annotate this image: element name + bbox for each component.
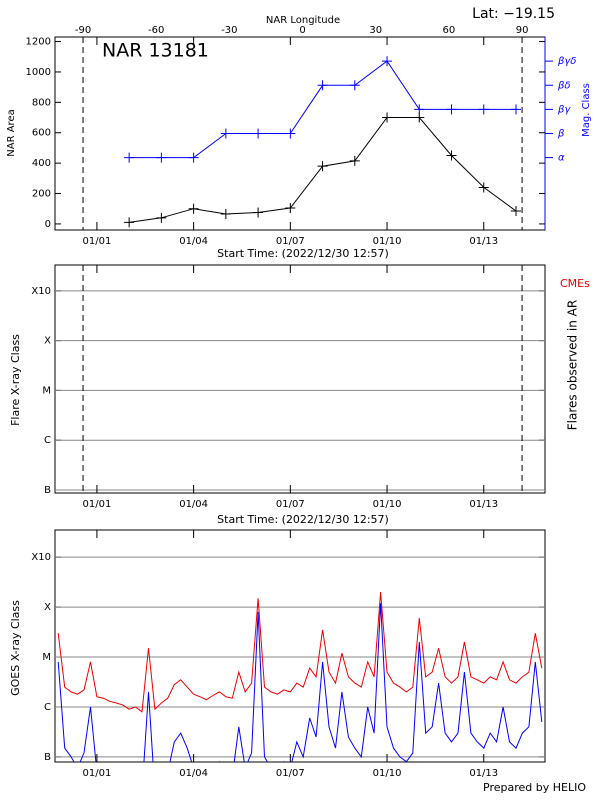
point-marker (510, 206, 521, 217)
point-marker (285, 202, 296, 213)
x-tick-label: 01/13 (469, 499, 498, 510)
y-tick-label: 200 (32, 189, 51, 200)
point-marker (188, 152, 199, 163)
y2-axis-title: Flares observed in AR (566, 300, 580, 430)
point-marker (220, 209, 231, 220)
point-marker (156, 212, 167, 223)
point-marker (124, 217, 135, 228)
point-marker (124, 152, 135, 163)
point-marker (446, 104, 457, 115)
plot-frame (54, 36, 546, 231)
x-tick-label: 01/01 (82, 499, 111, 510)
point-marker (446, 150, 457, 161)
plot-frame (54, 529, 546, 763)
x-tick-label: 01/07 (276, 499, 305, 510)
x-tick-label: 01/10 (373, 236, 402, 247)
x2-tick-label: -30 (221, 25, 237, 36)
y-tick-label: 800 (32, 97, 51, 108)
x-tick-label: 01/07 (276, 768, 305, 779)
y-tick-label: C (44, 435, 51, 446)
x-tick-label: 01/01 (82, 236, 111, 247)
x2-tick-label: -60 (148, 25, 164, 36)
x-axis-title: Start Time: (2022/12/30 12:57) (217, 247, 389, 260)
x2-axis-title: NAR Longitude (266, 15, 340, 26)
point-marker (414, 104, 425, 115)
x-tick-label: 01/04 (179, 499, 208, 510)
latitude: Lat: −19.15 (472, 6, 555, 22)
point-marker (156, 152, 167, 163)
point-marker (478, 104, 489, 115)
point-marker (510, 104, 521, 115)
x-tick-label: 01/01 (82, 768, 111, 779)
x-tick-label: 01/13 (469, 236, 498, 247)
point-marker (317, 161, 328, 172)
point-marker (478, 182, 489, 193)
x2-tick-label: 90 (516, 25, 529, 36)
x2-tick-label: -90 (75, 25, 91, 36)
point-marker (188, 203, 199, 214)
plot-frame (54, 264, 546, 494)
cme-label: CMEs (560, 277, 590, 290)
series-line (57, 592, 543, 713)
y-tick-label: 400 (32, 158, 51, 169)
y-tick-label: 1000 (26, 67, 51, 78)
point-marker (253, 128, 264, 139)
x-tick-label: 01/04 (179, 236, 208, 247)
x-tick-label: 01/13 (469, 768, 498, 779)
y-tick-label: M (42, 652, 51, 663)
point-marker (349, 80, 360, 91)
footer: Prepared by HELIO (483, 781, 586, 794)
point-marker (253, 207, 264, 218)
y-tick-label: 600 (32, 128, 51, 139)
point-marker (317, 80, 328, 91)
y2-tick-label: βγ (557, 104, 571, 115)
series-line (129, 60, 516, 159)
x-tick-label: 01/10 (373, 768, 402, 779)
y2-axis-title: Mag. Class (581, 83, 592, 137)
series-line (57, 603, 543, 762)
point-marker (349, 155, 360, 166)
point-marker (382, 112, 393, 123)
y-tick-label: X (44, 336, 51, 347)
y2-tick-label: βδ (557, 80, 571, 91)
y-tick-label: C (44, 702, 51, 713)
x-tick-label: 01/10 (373, 499, 402, 510)
y-tick-label: 0 (45, 219, 51, 230)
y2-tick-label: α (558, 153, 565, 164)
plot-area (124, 56, 521, 228)
point-marker (285, 128, 296, 139)
y-tick-label: B (44, 485, 51, 496)
y-tick-label: M (42, 385, 51, 396)
y-tick-label: X10 (31, 552, 51, 563)
y-axis-title: GOES X-ray Class (9, 600, 22, 696)
x2-tick-label: 0 (299, 25, 305, 36)
y-axis-title: Flare X-ray Class (9, 334, 22, 426)
y2-tick-label: βγδ (557, 56, 576, 67)
x-tick-label: 01/04 (179, 768, 208, 779)
y-axis-title: NAR Area (6, 109, 17, 156)
y-tick-label: 1200 (26, 37, 51, 48)
x-axis-title: Start Time: (2022/12/30 12:57) (217, 513, 389, 526)
point-marker (220, 128, 231, 139)
region-label: NAR 13181 (102, 40, 209, 62)
x2-tick-label: 60 (443, 25, 456, 36)
point-marker (382, 56, 393, 67)
y-tick-label: X (44, 602, 51, 613)
x2-tick-label: 30 (369, 25, 382, 36)
x-tick-label: 01/07 (276, 236, 305, 247)
y2-tick-label: β (557, 129, 565, 140)
y-tick-label: B (44, 752, 51, 763)
plot-area (57, 592, 543, 762)
y-tick-label: X10 (31, 286, 51, 297)
